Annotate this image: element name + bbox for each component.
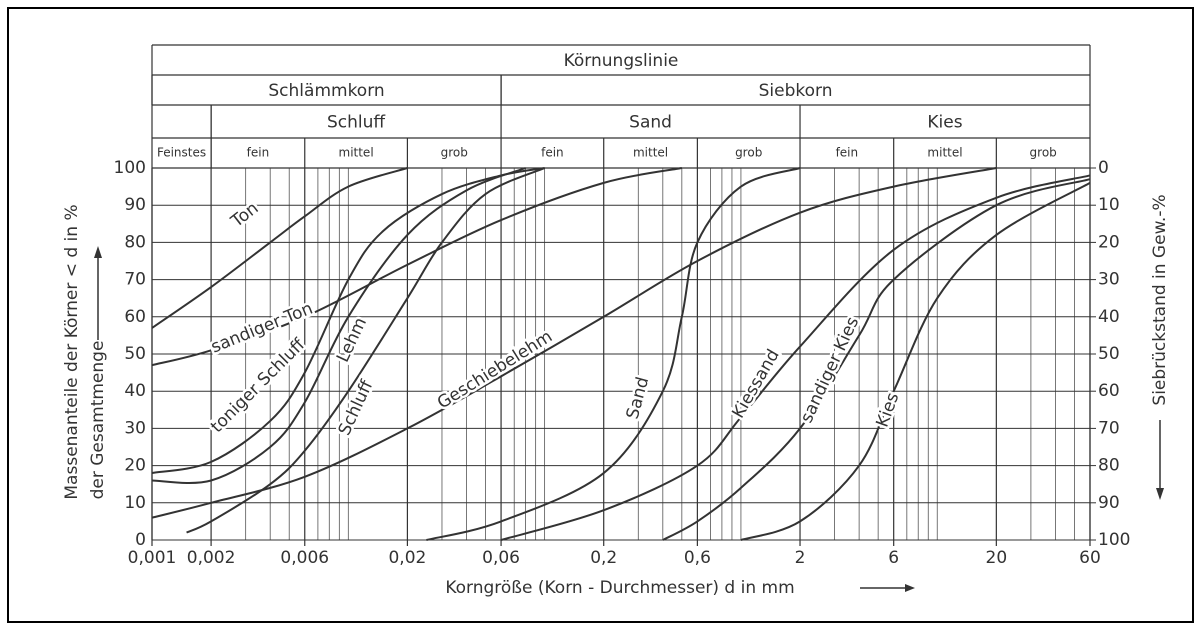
y-tick-label: 50 <box>124 344 146 364</box>
curve-label: sandiger Kies <box>797 314 864 426</box>
curve <box>151 167 683 367</box>
y-tick-label: 70 <box>124 270 146 290</box>
header-subclass: fein <box>836 146 859 160</box>
header-subclass: fein <box>247 146 270 160</box>
x-tick-label: 2 <box>795 548 806 568</box>
y-arrow-head <box>94 246 102 258</box>
header-subclass: fein <box>541 146 564 160</box>
curve <box>186 167 546 534</box>
frame <box>7 7 1194 623</box>
y-axis-label: der Gesamtmenge <box>88 341 108 500</box>
curve <box>151 167 526 484</box>
curve <box>151 167 545 475</box>
y2-axis-label: Siebrückstand in Gew.-% <box>1150 194 1170 405</box>
x-tick-label: 0,006 <box>280 548 329 568</box>
curve <box>740 182 1091 541</box>
y-tick-label: 80 <box>124 232 146 252</box>
header-subclass: mittel <box>927 146 962 160</box>
header-class: Sand <box>629 113 672 133</box>
curve <box>500 174 1091 541</box>
curve-label: Kiessand <box>728 346 783 422</box>
y2-tick-label: 50 <box>1098 344 1120 364</box>
curve-label: Kies <box>873 390 904 430</box>
x-tick-label: 0,2 <box>590 548 617 568</box>
curve <box>151 167 408 329</box>
curve <box>662 178 1091 541</box>
header-subclass: mittel <box>633 146 668 160</box>
y2-tick-label: 90 <box>1098 493 1120 513</box>
header-subclass: grob <box>735 146 762 160</box>
x-tick-label: 20 <box>986 548 1008 568</box>
y-axis-label: Massenanteile der Körner < d in % <box>62 204 82 499</box>
x-tick-label: 60 <box>1079 548 1101 568</box>
curve-label: Schluff <box>335 376 378 438</box>
header-class: Kies <box>927 113 962 133</box>
curve-label: Geschiebelehm <box>434 327 556 414</box>
y-tick-label: 40 <box>124 381 146 401</box>
header-title: Körnungslinie <box>564 51 679 71</box>
x-tick-label: 0,02 <box>388 548 426 568</box>
curve-label: Lehm <box>333 314 371 365</box>
y-tick-label: 90 <box>124 195 146 215</box>
y2-tick-label: 60 <box>1098 381 1120 401</box>
y-tick-label: 0 <box>135 530 146 550</box>
header-class: Feinstes <box>157 146 206 160</box>
y2-tick-label: 40 <box>1098 307 1120 327</box>
y2-arrow-head <box>1156 488 1164 500</box>
header-group: Siebkorn <box>759 81 833 101</box>
x-tick-label: 6 <box>888 548 899 568</box>
header-subclass: grob <box>1030 146 1057 160</box>
curve-label: Ton <box>227 198 263 232</box>
curve <box>151 167 997 519</box>
y-tick-label: 60 <box>124 307 146 327</box>
header-group: Schlämmkorn <box>268 81 384 101</box>
y2-tick-label: 20 <box>1098 232 1120 252</box>
curve <box>426 167 801 541</box>
y-tick-label: 10 <box>124 493 146 513</box>
x-tick-label: 0,6 <box>684 548 711 568</box>
y2-tick-label: 70 <box>1098 418 1120 438</box>
y-tick-label: 100 <box>114 158 146 178</box>
y-tick-label: 30 <box>124 418 146 438</box>
y2-tick-label: 30 <box>1098 270 1120 290</box>
x-tick-label: 0,001 <box>128 548 177 568</box>
curve-label: Sand <box>623 375 653 421</box>
y2-tick-label: 100 <box>1098 530 1130 550</box>
x-axis-label: Korngröße (Korn - Durchmesser) d in mm <box>445 578 794 598</box>
header-subclass: grob <box>441 146 468 160</box>
x-tick-label: 0,06 <box>482 548 520 568</box>
y-tick-label: 20 <box>124 456 146 476</box>
x-tick-label: 0,002 <box>187 548 236 568</box>
y2-tick-label: 80 <box>1098 456 1120 476</box>
header-class: Schluff <box>327 113 386 133</box>
y2-tick-label: 0 <box>1098 158 1109 178</box>
x-arrow-head <box>905 584 915 592</box>
y2-tick-label: 10 <box>1098 195 1120 215</box>
header-subclass: mittel <box>339 146 374 160</box>
